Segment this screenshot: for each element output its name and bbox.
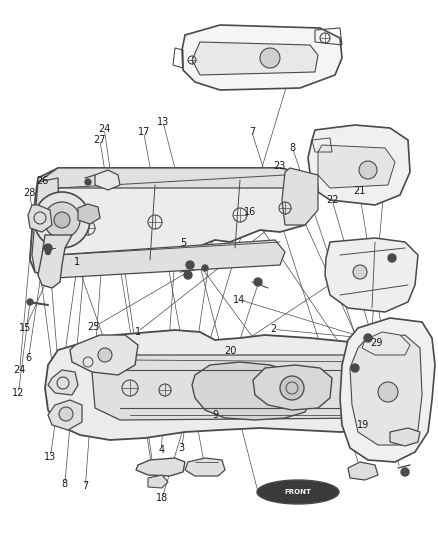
Polygon shape: [318, 145, 395, 188]
Circle shape: [186, 261, 194, 269]
Text: 28: 28: [24, 188, 36, 198]
Text: 29: 29: [371, 338, 383, 348]
Circle shape: [54, 212, 70, 228]
Text: 8: 8: [62, 479, 68, 489]
Text: 7: 7: [249, 127, 255, 137]
Polygon shape: [38, 235, 72, 288]
Polygon shape: [282, 168, 318, 225]
Circle shape: [46, 249, 50, 254]
Circle shape: [260, 48, 280, 68]
Polygon shape: [45, 330, 402, 440]
Polygon shape: [38, 168, 310, 188]
Text: 21: 21: [353, 186, 365, 196]
Polygon shape: [78, 204, 100, 224]
Polygon shape: [340, 318, 435, 462]
Text: 13: 13: [157, 117, 169, 126]
Text: 26: 26: [37, 176, 49, 186]
Text: 24: 24: [98, 124, 110, 134]
Circle shape: [353, 265, 367, 279]
Circle shape: [280, 376, 304, 400]
Polygon shape: [70, 335, 138, 375]
Circle shape: [27, 299, 33, 305]
Circle shape: [359, 161, 377, 179]
Ellipse shape: [257, 480, 339, 504]
Circle shape: [401, 468, 409, 476]
Circle shape: [254, 278, 262, 286]
Polygon shape: [253, 365, 332, 410]
Text: 14: 14: [233, 295, 245, 304]
Text: 22: 22: [326, 195, 338, 205]
Text: 8: 8: [290, 143, 296, 153]
Text: 3: 3: [179, 443, 185, 453]
Circle shape: [44, 202, 80, 238]
Polygon shape: [95, 170, 120, 190]
Text: FRONT: FRONT: [285, 489, 311, 495]
Circle shape: [44, 244, 52, 252]
Text: 1: 1: [74, 257, 80, 267]
Polygon shape: [192, 42, 318, 75]
Circle shape: [378, 382, 398, 402]
Circle shape: [388, 254, 396, 262]
Polygon shape: [148, 475, 168, 488]
Polygon shape: [308, 125, 410, 205]
Text: 16: 16: [244, 207, 257, 217]
Text: 18: 18: [156, 494, 168, 503]
Polygon shape: [192, 362, 312, 420]
Circle shape: [184, 271, 192, 279]
Text: 12: 12: [12, 389, 25, 398]
Polygon shape: [362, 332, 410, 355]
Text: 6: 6: [25, 353, 32, 363]
Polygon shape: [350, 352, 365, 368]
Text: 9: 9: [212, 410, 219, 419]
Polygon shape: [185, 458, 225, 476]
Text: 19: 19: [357, 421, 370, 430]
Polygon shape: [35, 240, 285, 278]
Polygon shape: [30, 168, 318, 278]
Text: 27: 27: [94, 135, 106, 144]
Text: 5: 5: [180, 238, 186, 247]
Circle shape: [364, 334, 372, 342]
Text: 17: 17: [138, 127, 150, 137]
Polygon shape: [136, 458, 185, 476]
Text: 20: 20: [224, 346, 236, 356]
Polygon shape: [28, 205, 52, 232]
Circle shape: [351, 364, 359, 372]
Text: 4: 4: [158, 446, 164, 455]
Text: 15: 15: [19, 323, 32, 333]
Polygon shape: [390, 428, 420, 446]
Circle shape: [59, 407, 73, 421]
Polygon shape: [325, 238, 418, 312]
Polygon shape: [350, 335, 422, 445]
Circle shape: [85, 179, 91, 185]
Text: 13: 13: [44, 453, 57, 462]
Circle shape: [202, 265, 208, 271]
Polygon shape: [348, 462, 378, 480]
Text: 1: 1: [135, 327, 141, 336]
Polygon shape: [182, 25, 342, 90]
Polygon shape: [48, 370, 78, 395]
Text: 24: 24: [14, 366, 26, 375]
Text: 7: 7: [82, 481, 88, 491]
Polygon shape: [32, 178, 60, 278]
Text: 2: 2: [271, 325, 277, 334]
Circle shape: [34, 192, 90, 248]
Circle shape: [98, 348, 112, 362]
Text: 23: 23: [273, 161, 286, 171]
Text: 25: 25: [87, 322, 99, 332]
Polygon shape: [48, 400, 82, 430]
Polygon shape: [92, 355, 388, 420]
